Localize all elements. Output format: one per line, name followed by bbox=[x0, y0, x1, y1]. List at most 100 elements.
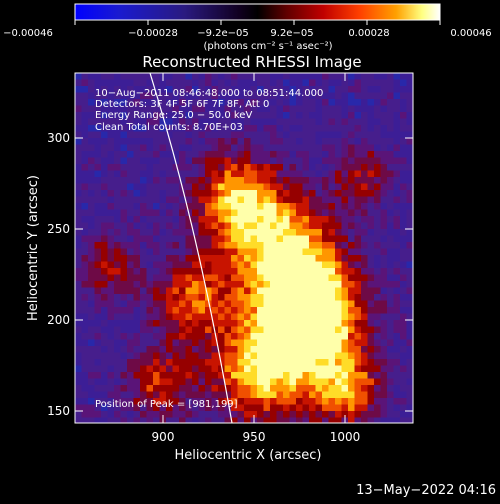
image-pixel bbox=[257, 73, 264, 80]
image-pixel bbox=[367, 320, 375, 327]
image-pixel bbox=[101, 372, 108, 379]
image-pixel bbox=[120, 209, 128, 217]
image-pixel bbox=[127, 385, 134, 392]
image-pixel bbox=[380, 222, 388, 230]
image-pixel bbox=[224, 294, 232, 301]
image-pixel bbox=[263, 216, 271, 223]
image-pixel bbox=[406, 372, 413, 379]
image-pixel bbox=[309, 118, 316, 126]
image-pixel bbox=[328, 99, 336, 106]
image-pixel bbox=[114, 144, 121, 152]
image-pixel bbox=[354, 307, 362, 314]
image-pixel bbox=[367, 417, 375, 423]
image-pixel bbox=[166, 209, 173, 217]
image-pixel bbox=[244, 261, 251, 269]
image-pixel bbox=[179, 404, 186, 412]
image-pixel bbox=[224, 229, 232, 236]
image-pixel bbox=[185, 378, 193, 386]
image-pixel bbox=[315, 391, 323, 399]
image-pixel bbox=[231, 177, 238, 184]
image-pixel bbox=[107, 281, 115, 288]
image-pixel bbox=[185, 307, 193, 314]
image-pixel bbox=[133, 372, 141, 379]
image-pixel bbox=[205, 164, 212, 171]
image-pixel bbox=[289, 333, 297, 340]
image-pixel bbox=[341, 385, 349, 392]
image-pixel bbox=[322, 73, 329, 80]
image-pixel bbox=[101, 222, 108, 230]
image-pixel bbox=[140, 86, 147, 93]
image-pixel bbox=[185, 365, 193, 373]
image-pixel bbox=[335, 131, 342, 139]
image-pixel bbox=[133, 365, 141, 373]
image-pixel bbox=[244, 411, 251, 418]
image-pixel bbox=[244, 346, 251, 353]
image-pixel bbox=[341, 216, 349, 223]
image-pixel bbox=[406, 144, 413, 152]
image-pixel bbox=[244, 190, 251, 197]
image-pixel bbox=[380, 398, 388, 405]
image-pixel bbox=[380, 333, 388, 340]
image-pixel bbox=[393, 118, 401, 126]
image-pixel bbox=[205, 248, 212, 256]
image-pixel bbox=[296, 86, 303, 93]
image-pixel bbox=[127, 372, 134, 379]
image-pixel bbox=[250, 365, 258, 373]
image-pixel bbox=[302, 339, 310, 347]
image-pixel bbox=[133, 300, 141, 308]
image-pixel bbox=[380, 352, 388, 360]
image-pixel bbox=[231, 320, 238, 327]
image-pixel bbox=[133, 157, 141, 165]
image-pixel bbox=[120, 326, 128, 334]
image-pixel bbox=[270, 229, 277, 236]
image-pixel bbox=[283, 235, 290, 243]
image-pixel bbox=[374, 281, 381, 288]
x-axis-label: Heliocentric X (arcsec) bbox=[175, 448, 322, 463]
image-pixel bbox=[328, 73, 336, 80]
image-pixel bbox=[296, 411, 303, 418]
image-pixel bbox=[101, 125, 108, 132]
image-pixel bbox=[185, 216, 193, 223]
image-pixel bbox=[114, 118, 121, 126]
image-pixel bbox=[81, 73, 89, 80]
image-pixel bbox=[257, 79, 264, 87]
image-pixel bbox=[393, 391, 401, 399]
image-pixel bbox=[114, 281, 121, 288]
image-pixel bbox=[224, 157, 232, 165]
image-pixel bbox=[133, 404, 141, 412]
image-pixel bbox=[302, 138, 310, 145]
image-pixel bbox=[309, 294, 316, 301]
image-pixel bbox=[276, 333, 284, 340]
image-pixel bbox=[393, 339, 401, 347]
image-pixel bbox=[166, 398, 173, 405]
image-pixel bbox=[244, 274, 251, 282]
image-pixel bbox=[94, 118, 102, 126]
image-pixel bbox=[114, 79, 121, 87]
image-pixel bbox=[231, 294, 238, 301]
image-pixel bbox=[218, 86, 225, 93]
image-pixel bbox=[133, 216, 141, 223]
image-pixel bbox=[107, 105, 115, 113]
image-pixel bbox=[348, 216, 355, 223]
image-pixel bbox=[101, 281, 108, 288]
image-pixel bbox=[75, 138, 82, 145]
image-pixel bbox=[205, 105, 212, 113]
image-pixel bbox=[198, 92, 206, 100]
image-pixel bbox=[289, 352, 297, 360]
image-pixel bbox=[133, 138, 141, 145]
image-pixel bbox=[237, 216, 245, 223]
image-pixel bbox=[185, 320, 193, 327]
image-pixel bbox=[205, 144, 212, 152]
image-pixel bbox=[276, 248, 284, 256]
image-pixel bbox=[218, 99, 225, 106]
image-pixel bbox=[133, 313, 141, 321]
image-pixel bbox=[341, 177, 349, 184]
image-pixel bbox=[302, 313, 310, 321]
image-pixel bbox=[198, 144, 206, 152]
image-pixel bbox=[361, 365, 368, 373]
image-pixel bbox=[159, 320, 167, 327]
image-pixel bbox=[263, 248, 271, 256]
image-pixel bbox=[250, 268, 258, 275]
image-pixel bbox=[328, 391, 336, 399]
image-pixel bbox=[289, 255, 297, 262]
